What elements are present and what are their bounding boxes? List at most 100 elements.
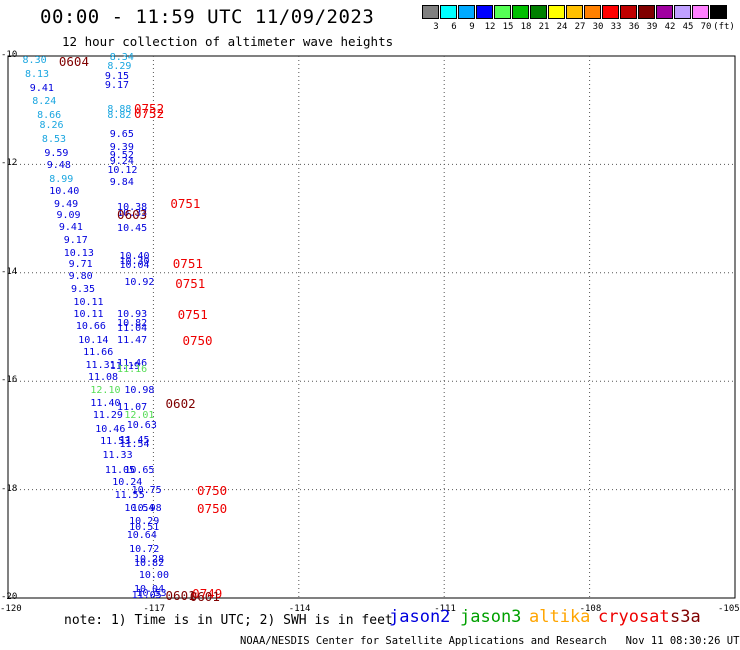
scale-swatch xyxy=(674,5,691,19)
page-title: 00:00 - 11:59 UTC 11/09/2023 xyxy=(40,6,375,28)
scale-label: 18 xyxy=(520,22,532,32)
wave-height-label: 12.10 xyxy=(90,384,121,396)
scale-label: 70 xyxy=(700,22,712,32)
wave-height-label: 10.65 xyxy=(124,464,155,476)
scale-swatch xyxy=(548,5,565,19)
pass-time-label: 0750 xyxy=(197,500,228,516)
wave-height-label: 10.00 xyxy=(138,570,169,582)
wave-height-label: 10.93 xyxy=(117,309,148,321)
wave-height-label: 11.07 xyxy=(117,402,148,414)
scale-swatch xyxy=(656,5,673,19)
wave-height-label: 11.33 xyxy=(102,449,133,461)
wave-height-label: 10.51 xyxy=(129,521,160,533)
wave-height-label: 11.05 xyxy=(131,590,162,602)
wave-height-label: 10.40 xyxy=(119,250,150,262)
wave-height-label: 10.13 xyxy=(63,247,94,259)
scale-swatch xyxy=(422,5,439,19)
wave-height-label: 9.17 xyxy=(63,235,88,247)
pass-time-label: 0752 xyxy=(134,100,165,116)
scale-swatch xyxy=(710,5,727,19)
wave-height-label: 9.35 xyxy=(71,284,96,296)
wave-height-label: 11.46 xyxy=(117,357,148,369)
wave-height-label: 11.04 xyxy=(117,322,148,334)
scale-label: 36 xyxy=(628,22,640,32)
wave-height-label: 9.24 xyxy=(109,155,134,167)
scale-swatch xyxy=(530,5,547,19)
pass-time-label: 0751 xyxy=(172,255,203,271)
legend-jason3: jason3 xyxy=(460,607,522,627)
wave-height-label: 11.19 xyxy=(109,360,140,372)
legend-altika: altika xyxy=(529,607,591,627)
scale-label: 15 xyxy=(502,22,514,32)
pass-time-label: 0603 xyxy=(117,207,148,223)
wave-height-label: 11.29 xyxy=(92,410,123,422)
pass-time-label: 0750 xyxy=(197,483,228,499)
wave-height-label: 11.66 xyxy=(83,347,114,359)
wave-height-label: 9.41 xyxy=(58,222,83,234)
wave-height-label: 11.40 xyxy=(90,397,121,409)
wave-height-label: 8.24 xyxy=(32,96,57,108)
wave-height-label: 11.53 xyxy=(100,436,131,448)
wave-height-label: 9.15 xyxy=(104,70,130,82)
scale-label: 3 xyxy=(433,22,439,32)
wave-height-label: 8.53 xyxy=(41,134,67,145)
wave-height-label: 10.11 xyxy=(73,309,104,321)
scale-label: 21 xyxy=(538,22,550,32)
pass-time-label: 0751 xyxy=(175,275,206,291)
lon-label: -111 xyxy=(434,604,456,614)
wave-height-label: 11.31 xyxy=(85,360,116,372)
lat-label: -12 xyxy=(1,158,18,169)
scale-swatch xyxy=(512,5,529,19)
scale-swatch xyxy=(458,5,475,19)
scale-swatch xyxy=(692,5,709,19)
wave-height-label: 10.46 xyxy=(95,423,126,435)
scale-swatch xyxy=(602,5,619,19)
scale-label: (ft) xyxy=(713,22,735,32)
scale-label: 9 xyxy=(469,22,475,32)
wave-height-label: 10.12 xyxy=(107,165,138,177)
pass-time-label: 0750 xyxy=(182,332,213,348)
wave-height-label: 9.52 xyxy=(109,150,134,162)
pass-time-label: 0751 xyxy=(177,306,208,322)
wave-height-label: 9.39 xyxy=(109,142,134,154)
wave-height-label: 10.45 xyxy=(117,223,148,235)
wave-height-label: 8.88 xyxy=(107,104,132,116)
scale-label: 27 xyxy=(574,22,586,32)
wave-height-label: 11.08 xyxy=(87,372,119,384)
wave-height-label: 8.26 xyxy=(39,120,64,132)
scale-label: 6 xyxy=(451,22,457,32)
scale-swatch xyxy=(566,5,583,19)
wave-height-label: 8.13 xyxy=(24,68,50,80)
wave-height-label: 10.40 xyxy=(49,185,80,197)
scale-label: 33 xyxy=(610,22,622,32)
pass-time-label: 0752 xyxy=(134,105,165,121)
scale-label: 45 xyxy=(682,22,694,32)
scale-swatch xyxy=(638,5,655,19)
wave-height-label: 10.33 xyxy=(117,208,148,220)
wave-height-label: 11.45 xyxy=(119,434,150,446)
lat-label: -20 xyxy=(1,592,18,602)
wave-height-label: 8.34 xyxy=(109,51,134,63)
wave-height-label: 10.04 xyxy=(134,583,165,595)
lon-label: -120 xyxy=(0,604,22,614)
legend-cryosat: cryosat xyxy=(598,607,670,627)
lon-label: -105 xyxy=(718,604,740,614)
scale-swatch xyxy=(440,5,457,19)
wave-height-label: 10.11 xyxy=(73,296,104,308)
wave-height-label: 9.48 xyxy=(46,160,71,172)
wave-height-label: 10.04 xyxy=(119,259,150,271)
legend-jason2: jason2 xyxy=(389,607,451,627)
wave-height-label: 9.84 xyxy=(109,177,134,189)
scale-label: 30 xyxy=(592,22,604,32)
wave-height-label: 11.05 xyxy=(104,464,136,476)
lon-label: -117 xyxy=(143,604,166,614)
wave-height-label: 9.17 xyxy=(104,80,130,92)
pass-time-label: 0749 xyxy=(192,585,223,601)
wave-height-label: 10.64 xyxy=(126,529,157,541)
lon-label: -114 xyxy=(288,604,311,614)
wave-height-label: 10.29 xyxy=(129,516,160,528)
pass-time-label: 0751 xyxy=(170,195,201,211)
wave-height-label: 9.09 xyxy=(56,209,81,221)
wave-height-label: 10.98 xyxy=(131,502,162,514)
wave-height-label: 10.98 xyxy=(124,384,155,396)
